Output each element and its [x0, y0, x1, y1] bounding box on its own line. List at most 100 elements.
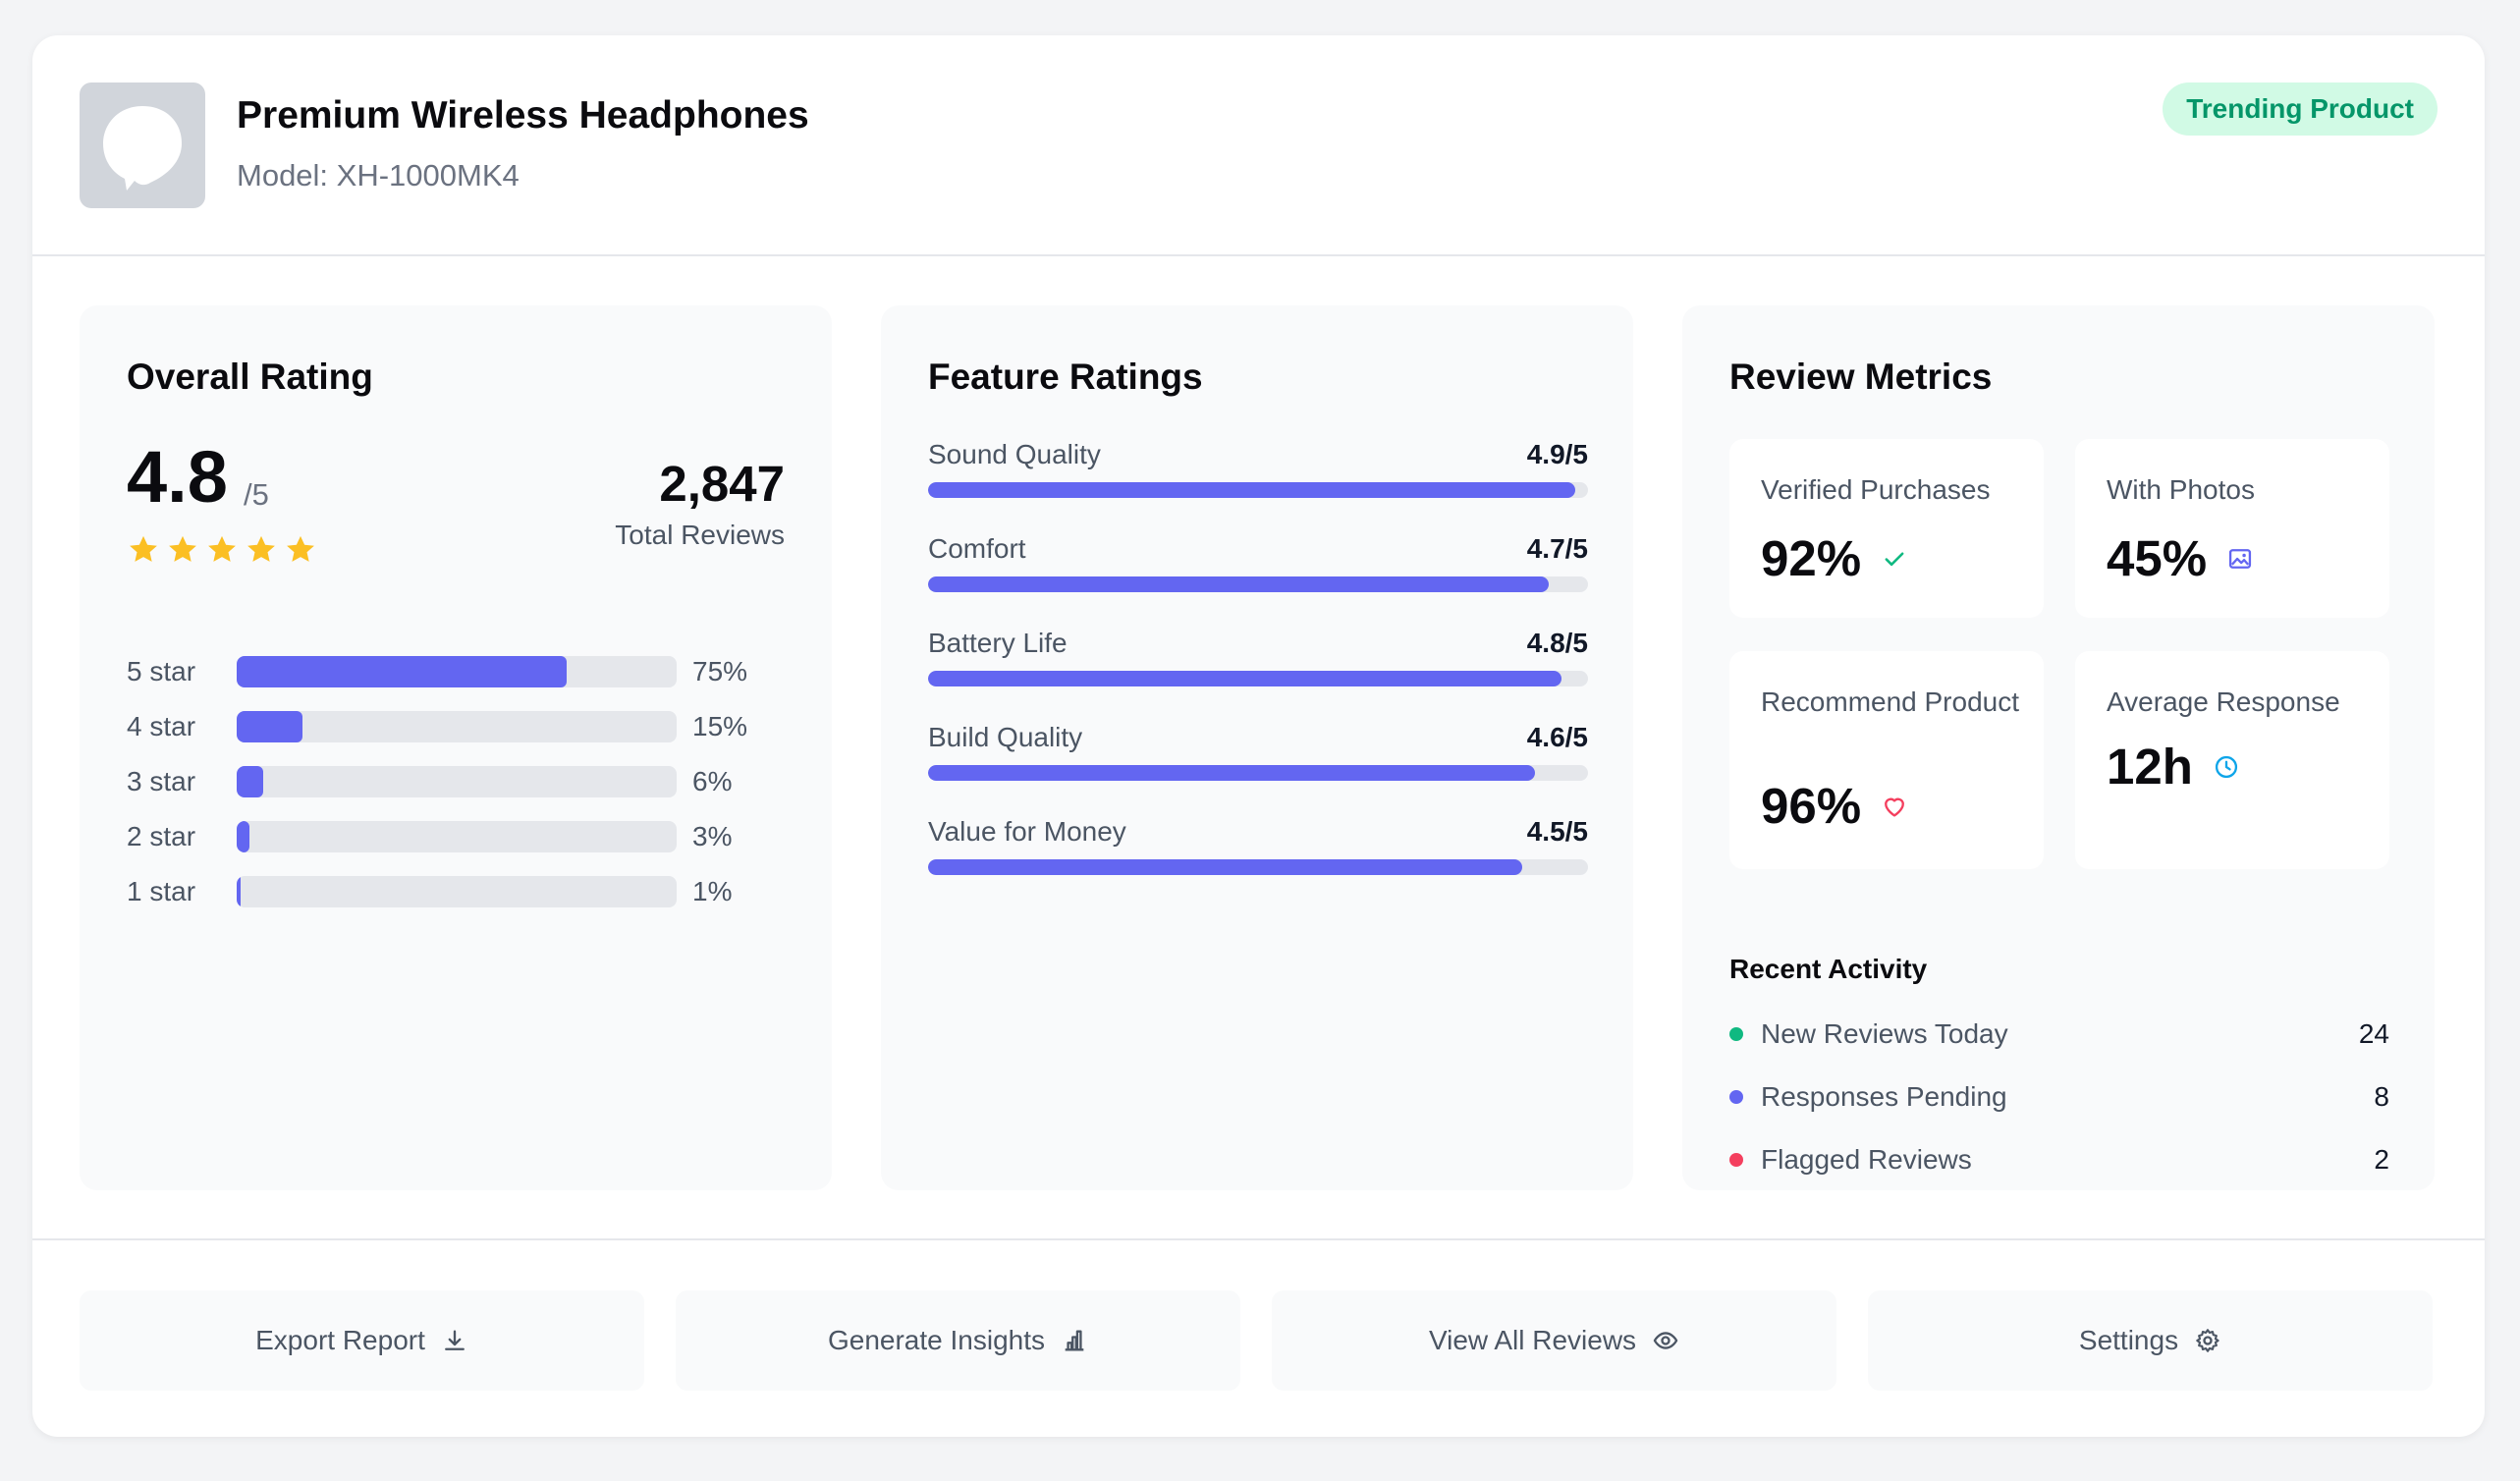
distribution-label: 2 star — [127, 821, 196, 851]
average-rating: 4.8 — [127, 436, 228, 518]
heart-icon — [1885, 797, 1904, 816]
distribution-row-1: 1 star 1% — [127, 874, 794, 909]
activity-label: Responses Pending — [1761, 1081, 2007, 1112]
feature-track — [928, 765, 1588, 781]
distribution-percent: 1% — [692, 876, 733, 906]
distribution-row-5: 5 star 75% — [127, 654, 794, 689]
feature-fill — [928, 671, 1562, 686]
button-label: Export Report — [255, 1325, 425, 1355]
feature-row-comfort: Comfort 4.7/5 — [928, 533, 1588, 592]
distribution-label: 4 star — [127, 711, 196, 741]
distribution-track — [237, 876, 677, 907]
distribution-track — [237, 656, 677, 687]
feature-score: 4.6/5 — [1526, 722, 1588, 752]
activity-label: New Reviews Today — [1761, 1018, 2008, 1049]
distribution-label: 3 star — [127, 766, 196, 796]
metric-label: Average Response — [2107, 686, 2340, 717]
metric-label: With Photos — [2107, 474, 2255, 505]
action-bar: Export Report Generate Insights View All… — [32, 1238, 2485, 1437]
metric-card-verified: Verified Purchases 92% — [1729, 439, 2044, 618]
distribution-track — [237, 711, 677, 742]
generate-insights-button[interactable]: Generate Insights — [676, 1290, 1240, 1391]
feature-row-sound-quality: Sound Quality 4.9/5 — [928, 439, 1588, 498]
metric-value: 45% — [2107, 529, 2254, 587]
feature-fill — [928, 859, 1522, 875]
distribution-row-4: 4 star 15% — [127, 709, 794, 744]
settings-button[interactable]: Settings — [1868, 1290, 2433, 1391]
feature-fill — [928, 765, 1536, 781]
star-rating — [127, 533, 317, 567]
metric-value: 96% — [1761, 777, 1908, 835]
feature-score: 4.7/5 — [1526, 533, 1588, 564]
product-title: Premium Wireless Headphones — [237, 94, 809, 137]
activity-label: Flagged Reviews — [1761, 1144, 1972, 1175]
headphones-image-icon — [103, 106, 182, 191]
bar-chart-icon — [1065, 1330, 1084, 1351]
feature-score: 4.5/5 — [1526, 816, 1588, 847]
status-dot — [1729, 1153, 1743, 1167]
overall-rating-title: Overall Rating — [127, 357, 373, 397]
button-label: Generate Insights — [827, 1325, 1046, 1355]
review-metrics-title: Review Metrics — [1729, 357, 1993, 397]
metric-value: 92% — [1761, 529, 1908, 587]
feature-row-build-quality: Build Quality 4.6/5 — [928, 722, 1588, 781]
distribution-label: 1 star — [127, 876, 196, 906]
distribution-fill — [237, 711, 303, 742]
status-dot — [1729, 1027, 1743, 1041]
feature-ratings-panel: Feature Ratings Sound Quality 4.9/5 Comf… — [881, 305, 1633, 1190]
distribution-fill — [237, 766, 263, 797]
feature-track — [928, 482, 1588, 498]
star-icon — [247, 535, 275, 562]
feature-fill — [928, 482, 1575, 498]
feature-score: 4.8/5 — [1526, 628, 1588, 658]
image-icon — [2228, 548, 2252, 569]
feature-row-battery-life: Battery Life 4.8/5 — [928, 628, 1588, 686]
total-reviews-label: Total Reviews — [615, 520, 785, 550]
export-report-button[interactable]: Export Report — [80, 1290, 644, 1391]
distribution-fill — [237, 876, 242, 907]
feature-label: Battery Life — [928, 628, 1068, 658]
download-icon — [444, 1330, 465, 1350]
activity-row-new-reviews: New Reviews Today 24 — [1729, 1015, 2389, 1054]
activity-count: 24 — [2358, 1018, 2389, 1049]
distribution-percent: 3% — [692, 821, 733, 851]
distribution-row-2: 2 star 3% — [127, 819, 794, 854]
product-thumbnail — [80, 82, 205, 208]
metric-value-text: 12h — [2107, 739, 2193, 795]
button-label: Settings — [2078, 1325, 2179, 1355]
button-label: View All Reviews — [1428, 1325, 1637, 1355]
feature-label: Sound Quality — [928, 439, 1101, 469]
distribution-label: 5 star — [127, 656, 196, 686]
star-icon — [208, 535, 236, 562]
distribution-fill — [237, 656, 567, 687]
activity-count: 8 — [2374, 1081, 2389, 1112]
star-icon — [169, 535, 196, 562]
rating-scale: /5 — [244, 477, 269, 512]
activity-row-flagged: Flagged Reviews 2 — [1729, 1140, 2389, 1179]
distribution-percent: 75% — [692, 656, 748, 686]
metric-card-recommend: Recommend Product 96% — [1729, 651, 2044, 869]
activity-row-responses-pending: Responses Pending 8 — [1729, 1077, 2389, 1117]
metric-value-text: 96% — [1761, 778, 1862, 834]
feature-label: Build Quality — [928, 722, 1083, 752]
view-all-reviews-button[interactable]: View All Reviews — [1272, 1290, 1836, 1391]
feature-track — [928, 576, 1588, 592]
distribution-row-3: 3 star 6% — [127, 764, 794, 799]
status-dot — [1729, 1090, 1743, 1104]
feature-ratings-title: Feature Ratings — [928, 357, 1203, 397]
distribution-track — [237, 766, 677, 797]
eye-icon — [1653, 1332, 1678, 1349]
metric-value-text: 92% — [1761, 530, 1862, 586]
distribution-percent: 15% — [692, 711, 748, 741]
product-model: Model: XH-1000MK4 — [237, 158, 520, 192]
product-header: Premium Wireless Headphones Model: XH-10… — [32, 35, 2485, 256]
metric-value-text: 45% — [2107, 530, 2208, 586]
overall-rating-panel: Overall Rating 4.8 /5 2,847 Total Review… — [80, 305, 832, 1190]
feature-track — [928, 671, 1588, 686]
star-icon — [130, 535, 157, 562]
feature-label: Comfort — [928, 533, 1026, 564]
metric-label: Verified Purchases — [1761, 474, 1991, 505]
clock-icon — [2215, 755, 2237, 778]
metric-card-response: Average Response 12h — [2075, 651, 2389, 869]
recent-activity-title: Recent Activity — [1729, 954, 1928, 984]
